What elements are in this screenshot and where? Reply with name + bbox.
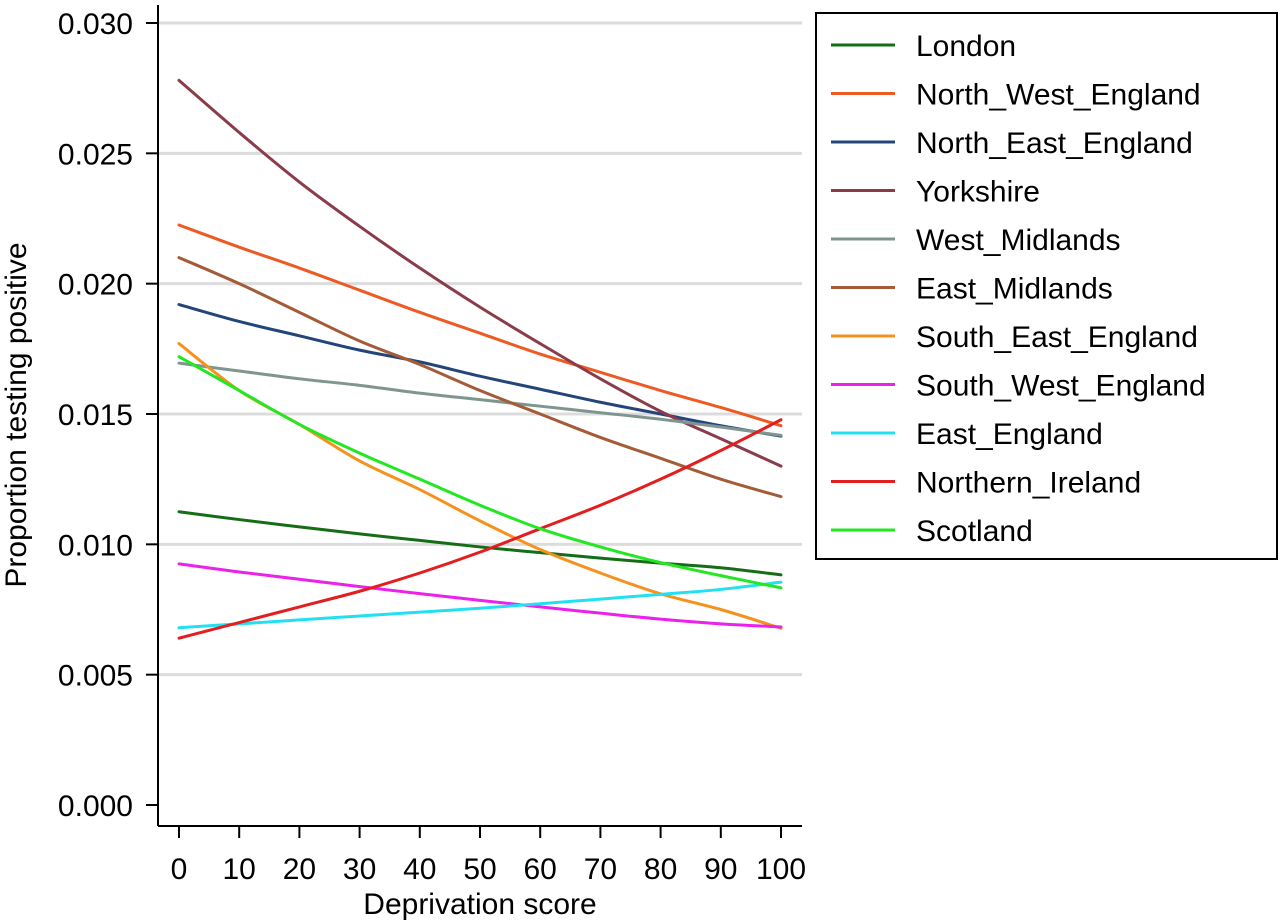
x-tick-label-10: 100: [756, 853, 806, 886]
legend-label-east-england: East_England: [916, 418, 1103, 451]
legend-label-south-west-england: South_West_England: [916, 370, 1206, 403]
x-tick-label-8: 80: [644, 853, 677, 886]
x-tick-label-4: 40: [403, 853, 436, 886]
y-tick-label-3: 0.015: [58, 399, 133, 432]
x-tick-label-5: 50: [463, 853, 496, 886]
series-lines: [177, 78, 783, 640]
x-tick-label-1: 10: [223, 853, 256, 886]
legend-label-north-east-england: North_East_England: [916, 127, 1193, 160]
legend: London North_West_England North_East_Engla…: [815, 12, 1278, 560]
y-tick-label-1: 0.005: [58, 660, 133, 693]
axes: 0.000 0.005 0.010 0.015 0.020 0.025 0.030 0 10 20…: [58, 5, 806, 886]
x-tick-label-7: 70: [584, 853, 617, 886]
x-tick-label-2: 20: [283, 853, 316, 886]
y-tick-label-0: 0.000: [58, 790, 133, 823]
x-tick-label-3: 30: [343, 853, 376, 886]
legend-label-scotland: Scotland: [916, 515, 1033, 548]
legend-label-east-midlands: East_Midlands: [916, 273, 1113, 306]
series-line-south-west-england: [177, 562, 783, 629]
legend-label-south-east-england: South_East_England: [916, 321, 1198, 354]
series-line-east-midlands: [177, 256, 783, 499]
series-line-north-east-england: [177, 303, 783, 438]
x-tick-label-0: 0: [171, 853, 188, 886]
y-axis-title: Proportion testing positive: [0, 242, 33, 587]
x-axis-title: Deprivation score: [363, 888, 596, 921]
y-tick-label-6: 0.030: [58, 8, 133, 41]
legend-label-northern-ireland: Northern_Ireland: [916, 467, 1141, 500]
x-tick-label-9: 90: [704, 853, 737, 886]
legend-label-west-midlands: West_Midlands: [916, 224, 1121, 257]
series-line-east-england: [177, 580, 783, 630]
series-line-west-midlands: [177, 361, 783, 437]
series-line-london: [177, 510, 783, 577]
legend-label-north-west-england: North_West_England: [916, 79, 1201, 112]
x-tick-label-6: 60: [524, 853, 557, 886]
legend-label-london: London: [916, 30, 1016, 63]
legend-label-yorkshire: Yorkshire: [916, 176, 1040, 209]
series-line-south-east-england: [177, 342, 783, 630]
y-tick-label-4: 0.020: [58, 269, 133, 302]
series-line-yorkshire: [177, 78, 783, 468]
series-line-scotland: [177, 355, 783, 590]
series-line-northern-ireland: [177, 418, 783, 640]
series-line-north-west-england: [177, 223, 783, 428]
y-tick-label-5: 0.025: [58, 138, 133, 171]
y-tick-label-2: 0.010: [58, 529, 133, 562]
grid-lines: [159, 21, 802, 677]
